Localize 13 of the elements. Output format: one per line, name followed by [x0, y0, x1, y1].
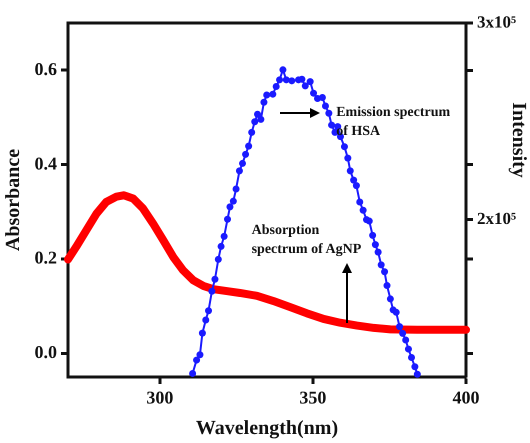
annotation: Absorption spectrum of AgNP	[252, 222, 362, 259]
x-tick-label: 300	[146, 387, 174, 408]
y2-tick-label: 2x10⁵	[477, 209, 516, 228]
x-axis-title: Wavelength(nm)	[196, 417, 338, 440]
y-tick-label: 0.0	[34, 342, 57, 362]
y-tick-label: 0.6	[34, 58, 57, 79]
y-tick-label: 0.4	[34, 153, 57, 174]
y2-axis-title: Intensity	[508, 102, 530, 178]
y2-tick-label: 3x10⁵	[477, 12, 516, 32]
y-axis-title: Absorbance	[2, 148, 24, 252]
x-tick-label: 400	[452, 387, 480, 408]
y-tick-label: 0.2	[34, 248, 57, 268]
x-tick-label: 350	[299, 387, 326, 408]
